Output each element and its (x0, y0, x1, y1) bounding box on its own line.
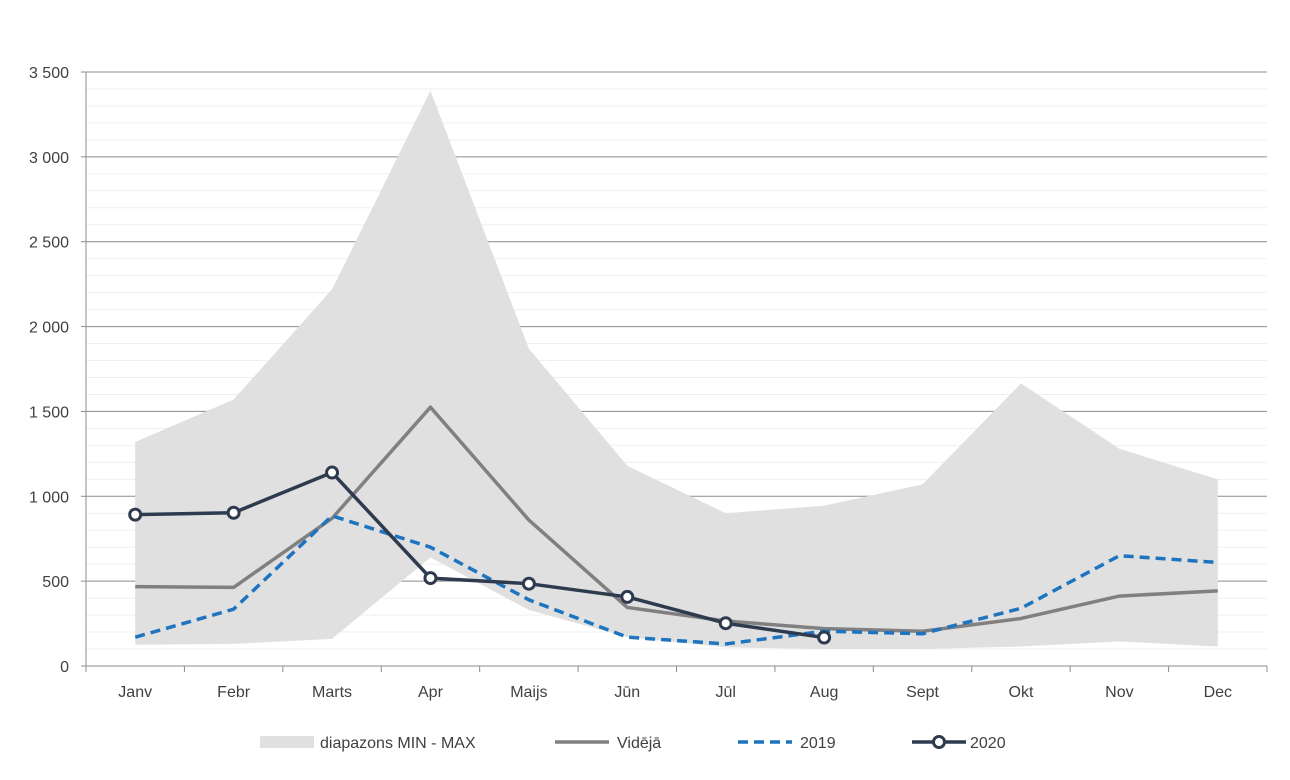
data-point (226, 505, 241, 520)
data-point (423, 571, 438, 586)
axis-layer: 0 500 1 000 1 500 2 000 2 500 3 000 3 500 Janv Fe… (29, 65, 1268, 701)
x-tick-label: Marts (312, 684, 352, 701)
x-tick-label: Okt (1009, 684, 1034, 701)
series-line (134, 514, 1218, 646)
x-tick-label: Dec (1204, 684, 1232, 701)
x-tick-label: Sept (906, 684, 939, 701)
x-tick-label: Jūl (715, 684, 735, 701)
data-point (521, 576, 536, 591)
y-tick-label: 500 (42, 574, 69, 591)
data-point (718, 616, 733, 631)
data-point (620, 589, 635, 604)
x-tick-label: Febr (217, 684, 251, 701)
legend-label: 2019 (800, 735, 836, 752)
x-tick-label: Nov (1105, 684, 1133, 701)
legend-swatch-band (260, 736, 314, 748)
range-band-area (135, 90, 1218, 650)
data-point (817, 630, 832, 645)
y-tick-label: 0 (60, 659, 69, 676)
range-band-layer (135, 90, 1218, 650)
legend-marker (932, 735, 946, 749)
legend: diapazons MIN - MAX Vidējā 2019 2020 (260, 735, 1006, 752)
y-tick-label: 2 000 (29, 320, 69, 337)
data-point (128, 507, 143, 522)
y-tick-label: 1 500 (29, 404, 69, 421)
x-tick-label: Janv (118, 684, 152, 701)
legend-label: Vidējā (617, 735, 661, 752)
legend-label: diapazons MIN - MAX (320, 735, 476, 752)
legend-label: 2020 (970, 735, 1006, 752)
data-point (325, 465, 340, 480)
x-tick-label: Apr (418, 684, 444, 701)
y-tick-label: 3 500 (29, 65, 69, 82)
x-tick-label: Aug (810, 684, 838, 701)
x-tick-label: Maijs (510, 684, 547, 701)
series-line (135, 470, 825, 640)
y-tick-label: 1 000 (29, 489, 69, 506)
y-tick-label: 3 000 (29, 150, 69, 167)
x-tick-label: Jūn (614, 684, 640, 701)
y-tick-label: 2 500 (29, 235, 69, 252)
series-layer (128, 405, 1218, 646)
